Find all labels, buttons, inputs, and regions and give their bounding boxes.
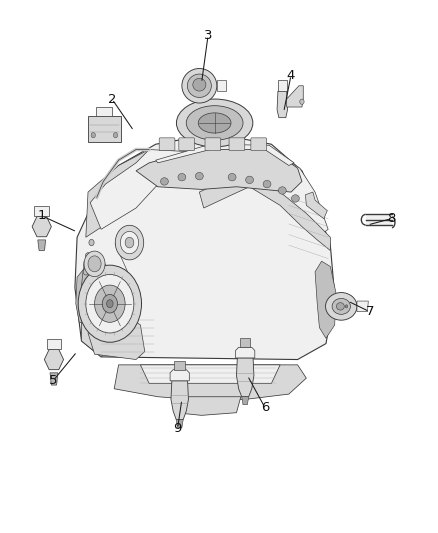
FancyBboxPatch shape <box>229 138 245 151</box>
Polygon shape <box>141 365 280 383</box>
Ellipse shape <box>178 173 186 181</box>
Polygon shape <box>236 348 255 358</box>
Polygon shape <box>114 365 306 399</box>
Ellipse shape <box>186 106 243 140</box>
Ellipse shape <box>291 195 299 202</box>
Polygon shape <box>175 397 241 415</box>
FancyBboxPatch shape <box>179 138 194 151</box>
FancyBboxPatch shape <box>159 138 175 151</box>
Ellipse shape <box>78 265 141 342</box>
Ellipse shape <box>195 172 203 180</box>
Ellipse shape <box>89 239 94 246</box>
Polygon shape <box>240 338 251 348</box>
Ellipse shape <box>325 293 357 320</box>
Polygon shape <box>155 144 294 165</box>
Polygon shape <box>242 397 249 405</box>
Polygon shape <box>90 150 201 229</box>
Text: 6: 6 <box>261 401 269 414</box>
Ellipse shape <box>279 187 286 194</box>
Polygon shape <box>174 361 185 369</box>
Ellipse shape <box>115 225 144 260</box>
Ellipse shape <box>246 176 254 183</box>
Polygon shape <box>81 256 106 357</box>
Ellipse shape <box>177 99 253 147</box>
Text: 9: 9 <box>173 422 182 435</box>
Ellipse shape <box>95 285 125 322</box>
Ellipse shape <box>85 253 91 259</box>
Text: 3: 3 <box>204 29 212 42</box>
Polygon shape <box>75 134 335 360</box>
Ellipse shape <box>106 300 113 308</box>
Ellipse shape <box>187 74 212 98</box>
Ellipse shape <box>86 274 134 333</box>
FancyBboxPatch shape <box>205 138 221 151</box>
Ellipse shape <box>91 133 95 138</box>
Ellipse shape <box>182 68 217 103</box>
Ellipse shape <box>228 173 236 181</box>
Polygon shape <box>217 80 226 91</box>
Text: 4: 4 <box>287 69 295 82</box>
Polygon shape <box>50 373 58 385</box>
Polygon shape <box>86 150 149 237</box>
Ellipse shape <box>263 180 271 188</box>
Text: 8: 8 <box>387 212 396 225</box>
Polygon shape <box>136 150 302 192</box>
Ellipse shape <box>83 269 88 275</box>
Polygon shape <box>34 206 49 216</box>
Polygon shape <box>366 214 392 225</box>
Text: 2: 2 <box>108 93 116 106</box>
Polygon shape <box>277 91 288 118</box>
Polygon shape <box>170 369 189 381</box>
Polygon shape <box>278 80 287 91</box>
Polygon shape <box>171 381 188 419</box>
Ellipse shape <box>84 251 105 277</box>
Polygon shape <box>76 266 99 325</box>
Ellipse shape <box>332 298 350 314</box>
Ellipse shape <box>300 99 304 104</box>
Ellipse shape <box>160 177 168 185</box>
FancyBboxPatch shape <box>251 138 267 151</box>
Polygon shape <box>199 171 330 251</box>
Polygon shape <box>38 240 46 251</box>
Polygon shape <box>357 301 368 312</box>
Ellipse shape <box>113 133 118 138</box>
Polygon shape <box>237 358 254 397</box>
Polygon shape <box>88 116 121 142</box>
Polygon shape <box>315 261 336 338</box>
Polygon shape <box>305 192 327 219</box>
Ellipse shape <box>336 303 344 310</box>
Text: 5: 5 <box>49 374 57 387</box>
Text: 7: 7 <box>365 305 374 318</box>
Text: 1: 1 <box>38 209 46 222</box>
Ellipse shape <box>120 231 139 254</box>
Polygon shape <box>176 419 183 427</box>
Ellipse shape <box>345 305 348 308</box>
Ellipse shape <box>88 256 101 272</box>
Ellipse shape <box>198 113 231 133</box>
Ellipse shape <box>125 237 134 248</box>
Polygon shape <box>228 150 328 237</box>
Polygon shape <box>88 314 145 360</box>
Polygon shape <box>287 86 303 107</box>
Polygon shape <box>96 107 112 116</box>
Ellipse shape <box>193 78 206 91</box>
Ellipse shape <box>102 294 117 313</box>
Polygon shape <box>46 340 61 349</box>
